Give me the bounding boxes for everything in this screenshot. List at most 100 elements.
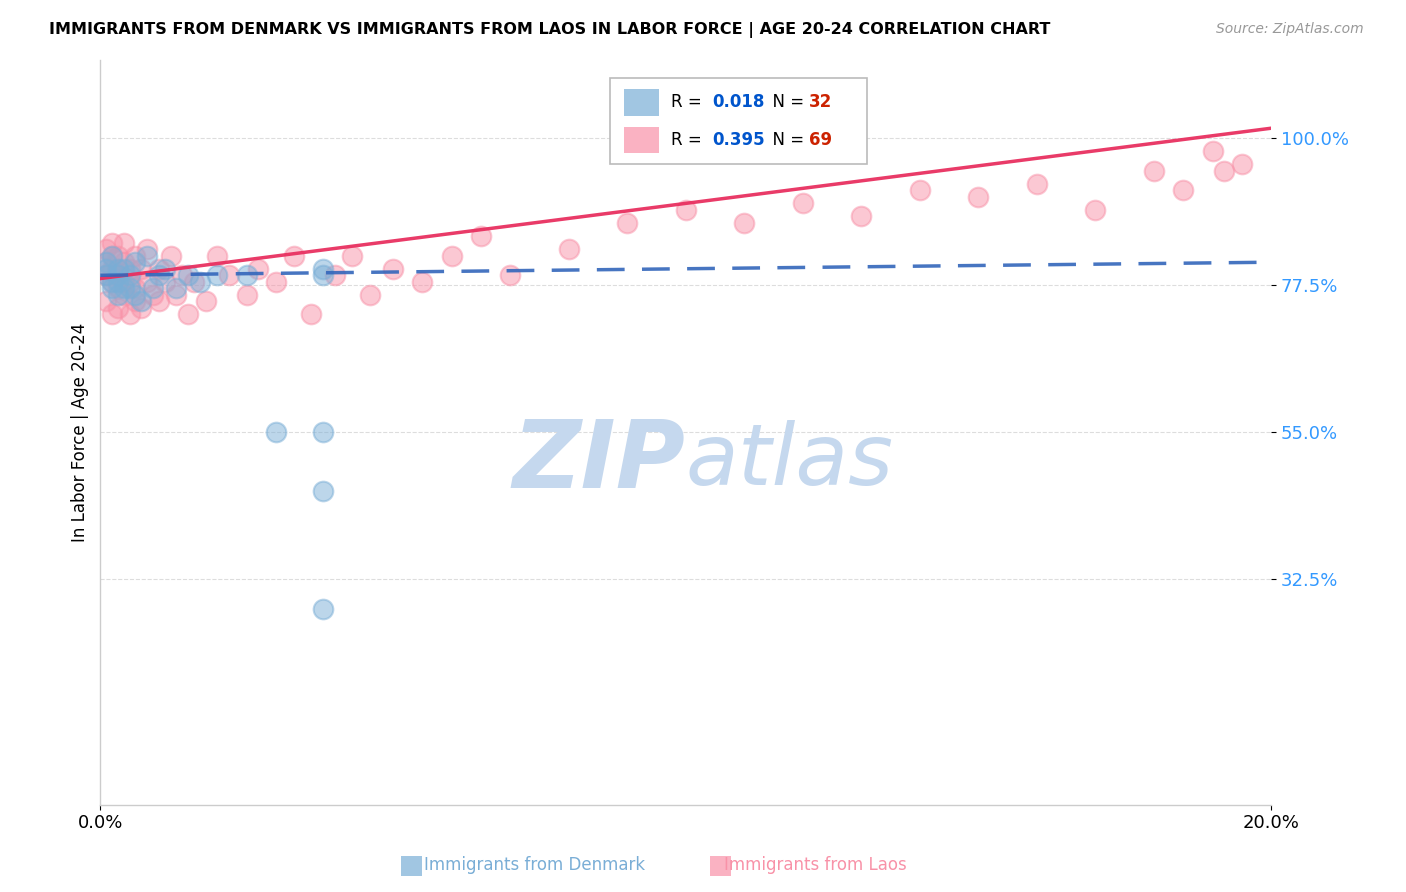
Point (1213, 163, 1236, 178)
Point (359, 288, 381, 302)
Point (183, 275, 205, 289)
Point (299, 308, 322, 322)
Point (312, 483, 335, 498)
Point (124, 288, 146, 302)
Point (107, 288, 129, 302)
Point (142, 288, 165, 302)
Point (792, 196, 814, 211)
Point (107, 249, 129, 263)
Point (323, 268, 346, 283)
Point (96, 255, 118, 269)
Point (131, 261, 153, 276)
Point (131, 294, 153, 309)
Point (1143, 163, 1166, 178)
Point (101, 249, 124, 263)
Point (675, 202, 697, 217)
Point (207, 268, 229, 283)
Point (235, 288, 257, 302)
Point (101, 235, 124, 250)
Point (165, 281, 187, 295)
Point (967, 190, 990, 204)
Text: R =: R = (671, 131, 706, 149)
Bar (624, 127, 659, 153)
Point (153, 261, 176, 276)
Point (312, 601, 335, 615)
Point (264, 425, 287, 439)
Point (118, 261, 141, 276)
Point (96, 268, 118, 283)
Point (112, 275, 135, 289)
Point (124, 281, 146, 295)
Y-axis label: In Labor Force | Age 20-24: In Labor Force | Age 20-24 (72, 323, 89, 541)
Text: N =: N = (762, 131, 810, 149)
Point (851, 210, 873, 224)
Point (382, 261, 405, 276)
Point (733, 216, 755, 230)
Point (235, 268, 257, 283)
Point (312, 261, 335, 276)
Point (101, 261, 124, 276)
Point (218, 268, 240, 283)
Point (112, 261, 135, 276)
Point (131, 301, 153, 315)
FancyBboxPatch shape (610, 78, 868, 164)
Text: Source: ZipAtlas.com: Source: ZipAtlas.com (1216, 22, 1364, 37)
Point (616, 216, 638, 230)
Point (101, 281, 124, 295)
Point (557, 242, 579, 256)
Point (96, 255, 118, 269)
Point (148, 261, 170, 276)
Point (96, 242, 118, 256)
Point (101, 275, 124, 289)
Point (148, 294, 170, 309)
Point (1173, 183, 1195, 197)
Point (112, 288, 135, 302)
Point (107, 261, 129, 276)
Point (112, 281, 135, 295)
Point (107, 301, 129, 315)
Point (96, 261, 118, 276)
Point (107, 281, 129, 295)
Point (908, 183, 931, 197)
Point (172, 268, 194, 283)
Point (177, 268, 200, 283)
Point (101, 249, 124, 263)
Point (96, 294, 118, 309)
Text: 0.018: 0.018 (713, 94, 765, 112)
Point (118, 275, 141, 289)
Point (1026, 177, 1049, 191)
Text: 0.395: 0.395 (713, 131, 765, 149)
Text: atlas: atlas (686, 420, 894, 503)
Point (499, 268, 522, 283)
Point (101, 308, 124, 322)
Point (124, 249, 146, 263)
Point (470, 229, 492, 244)
Point (96, 268, 118, 283)
Point (148, 268, 170, 283)
Point (101, 275, 124, 289)
Text: Immigrants from Laos: Immigrants from Laos (724, 856, 907, 874)
Bar (624, 89, 659, 116)
Text: IMMIGRANTS FROM DENMARK VS IMMIGRANTS FROM LAOS IN LABOR FORCE | AGE 20-24 CORRE: IMMIGRANTS FROM DENMARK VS IMMIGRANTS FR… (49, 22, 1050, 38)
Text: N =: N = (762, 94, 810, 112)
Point (142, 281, 165, 295)
Point (118, 268, 141, 283)
Point (188, 275, 211, 289)
Point (1201, 144, 1223, 158)
Point (207, 249, 229, 263)
Point (194, 294, 217, 309)
Point (112, 235, 135, 250)
Point (107, 275, 129, 289)
Point (247, 261, 270, 276)
Point (411, 275, 433, 289)
Text: 69: 69 (808, 131, 832, 149)
Point (118, 281, 141, 295)
Point (107, 261, 129, 276)
Text: Immigrants from Denmark: Immigrants from Denmark (423, 856, 645, 874)
Point (136, 275, 159, 289)
Point (312, 268, 335, 283)
Point (440, 249, 463, 263)
Point (283, 249, 305, 263)
Text: R =: R = (671, 94, 706, 112)
Point (107, 268, 129, 283)
